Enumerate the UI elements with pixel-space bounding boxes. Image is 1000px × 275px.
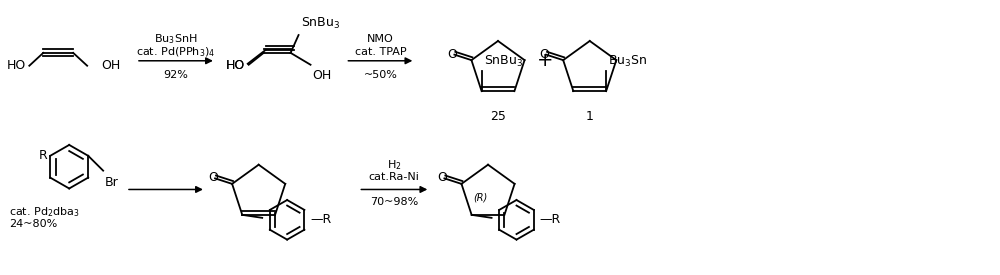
Text: OH: OH	[101, 59, 120, 72]
Text: SnBu$_3$: SnBu$_3$	[301, 16, 340, 31]
Text: cat. Pd(PPh$_3$)$_4$: cat. Pd(PPh$_3$)$_4$	[136, 45, 216, 59]
Text: Bu$_3$SnH: Bu$_3$SnH	[154, 32, 198, 46]
Text: 70~98%: 70~98%	[370, 197, 418, 207]
Text: O: O	[539, 48, 549, 60]
Text: 1: 1	[586, 110, 594, 123]
Text: H$_2$: H$_2$	[387, 158, 402, 172]
Text: R: R	[38, 149, 47, 162]
Text: O: O	[208, 171, 218, 184]
Text: 24~80%: 24~80%	[9, 219, 58, 229]
Text: NMO: NMO	[367, 34, 394, 44]
Text: ~50%: ~50%	[363, 70, 397, 80]
Text: cat. TPAP: cat. TPAP	[355, 47, 406, 57]
Text: —R: —R	[310, 213, 331, 226]
Text: 25: 25	[490, 110, 506, 123]
Text: Br: Br	[105, 176, 119, 189]
Text: 92%: 92%	[163, 70, 188, 80]
Text: cat.Ra-Ni: cat.Ra-Ni	[369, 172, 420, 182]
Text: HO: HO	[226, 59, 245, 72]
Text: —R: —R	[539, 213, 561, 226]
Text: cat. Pd$_2$dba$_3$: cat. Pd$_2$dba$_3$	[9, 205, 80, 219]
Text: +: +	[537, 51, 553, 70]
Text: HO: HO	[6, 59, 26, 72]
Text: HO: HO	[226, 59, 245, 72]
Text: SnBu$_3$: SnBu$_3$	[484, 54, 523, 69]
Text: (R): (R)	[474, 193, 488, 203]
Text: O: O	[448, 48, 457, 60]
Text: O: O	[438, 171, 447, 184]
Text: Bu$_3$Sn: Bu$_3$Sn	[608, 54, 648, 69]
Text: OH: OH	[313, 69, 332, 82]
